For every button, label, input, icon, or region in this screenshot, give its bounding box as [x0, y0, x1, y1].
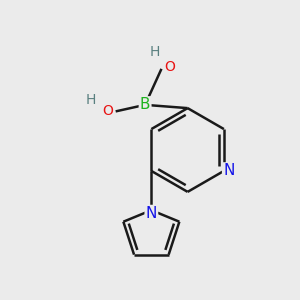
Text: O: O [102, 104, 113, 118]
Text: H: H [86, 93, 96, 107]
Text: B: B [140, 98, 150, 112]
Text: N: N [223, 164, 235, 178]
Text: N: N [146, 206, 157, 221]
Text: H: H [150, 45, 160, 59]
Text: O: O [164, 60, 175, 74]
